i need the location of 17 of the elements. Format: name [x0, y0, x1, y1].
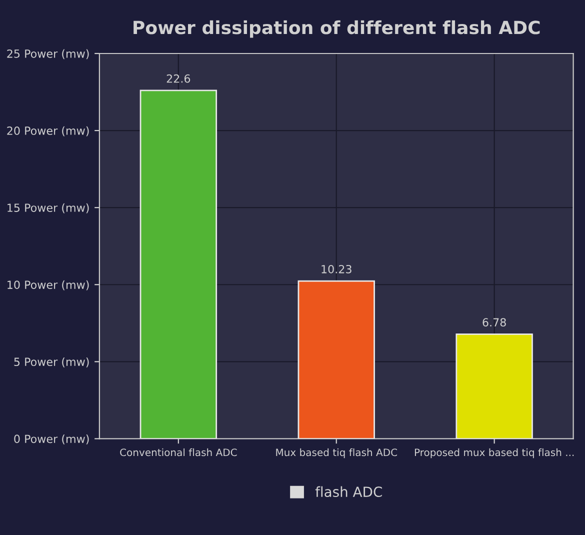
x-tick-label: Mux based tiq flash ADC [276, 448, 397, 458]
data-label: 10.23 [322, 264, 352, 274]
y-tick-label: 0 Power (mw) [14, 434, 89, 444]
bar [456, 334, 533, 439]
chart-title: Power dissipation of different flash ADC [134, 20, 540, 38]
text: flash ADC [315, 486, 382, 498]
y-tick-label: 15 Power (mw) [8, 203, 89, 214]
y-tick-label: 5 Power (mw) [14, 357, 89, 368]
bar [140, 90, 218, 439]
data-label: 22.6 [166, 74, 190, 83]
y-tick-label: 10 Power (mw) [8, 280, 89, 290]
y-tick-label: 20 Power (mw) [7, 126, 89, 136]
x-tick-label: Proposed mux based tiq flash ... [414, 448, 574, 458]
y-tick-label: 25 Power (mw) [7, 49, 89, 60]
bar [298, 280, 375, 439]
data-label: 6.78 [482, 318, 506, 327]
x-tick-label: Conventional flash ADC [120, 448, 237, 456]
